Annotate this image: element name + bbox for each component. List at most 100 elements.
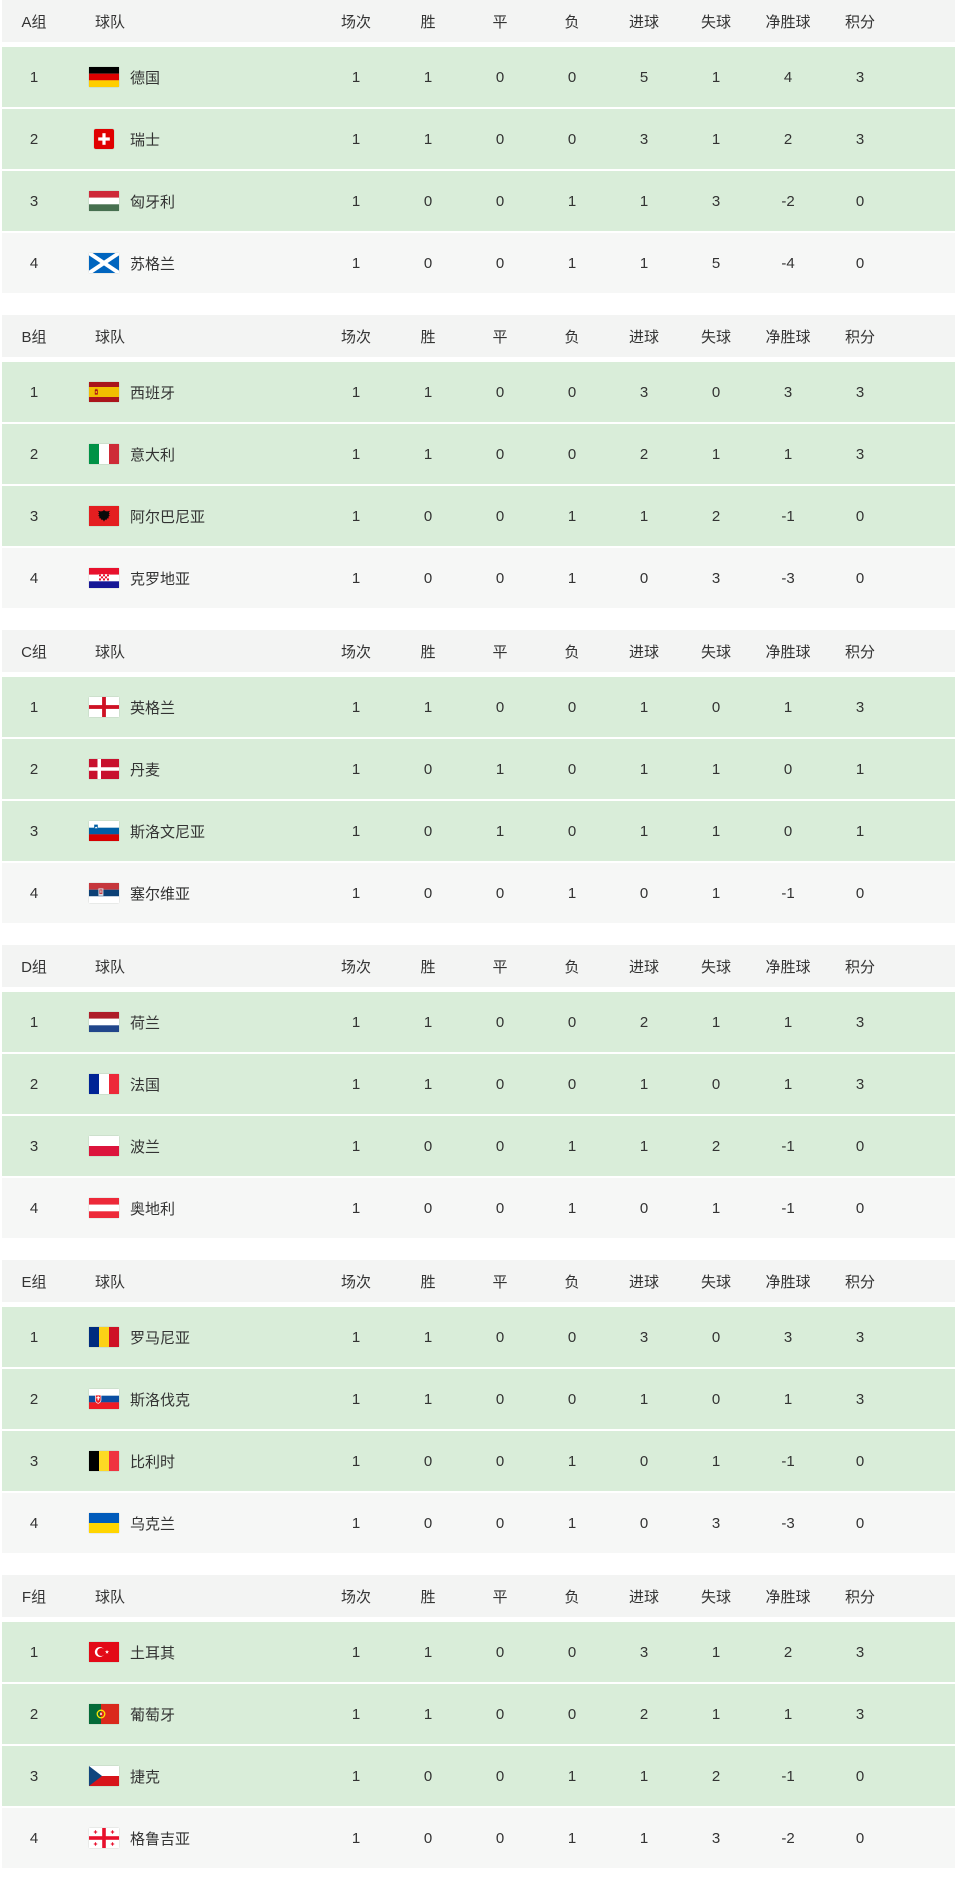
stat-value: 1	[567, 1199, 577, 1217]
stat-value: 0	[567, 1705, 577, 1723]
stat-value: -3	[781, 1514, 795, 1532]
team-row: 2 葡萄牙 1 1 0 0 2 1 1 3	[2, 1684, 955, 1744]
stat-value: 3	[711, 1829, 721, 1847]
stat-value: 1	[351, 1013, 361, 1031]
team-name: 葡萄牙	[130, 1706, 176, 1724]
stat-column-header: 负	[564, 328, 580, 346]
team-rank: 1	[29, 1328, 39, 1346]
group-header-row: C组 球队 场次 胜 平 负 进球 失球 净胜球 积分	[2, 630, 955, 672]
team-column-header: 球队	[95, 958, 126, 976]
stat-value: 0	[495, 569, 505, 587]
stat-column-header: 平	[492, 1273, 508, 1291]
stat-value: 0	[567, 760, 577, 778]
flag-ukraine-icon	[89, 1513, 119, 1533]
stat-value: 1	[495, 760, 505, 778]
stat-value: 0	[855, 254, 865, 272]
stat-value: 0	[423, 1829, 433, 1847]
team-row: 4 苏格兰 1 0 0 1 1 5 -4 0	[2, 233, 955, 293]
stat-value: 1	[423, 1013, 433, 1031]
group-rows: 1 罗马尼亚 1 1 0 0 3 0 3 3 2 斯洛伐克 1 1 0 0 1 0 1 3 3 比利时 1 0…	[2, 1307, 955, 1553]
team-name: 奥地利	[130, 1200, 176, 1218]
stat-column-header: 积分	[844, 13, 875, 31]
stat-value: 1	[351, 1514, 361, 1532]
stat-column-header: 进球	[628, 1588, 659, 1606]
stat-value: 3	[855, 1390, 865, 1408]
flag-portugal-icon	[89, 1704, 119, 1724]
team-rank: 2	[29, 1705, 39, 1723]
team-rank: 2	[29, 1075, 39, 1093]
flag-slot	[89, 1074, 119, 1094]
team-cell: 荷兰	[66, 1012, 320, 1033]
flag-georgia-icon	[89, 1828, 119, 1848]
flag-poland-icon	[89, 1136, 119, 1156]
stat-value: 0	[855, 1452, 865, 1470]
stat-value: 3	[639, 1643, 649, 1661]
group-rows: 1 荷兰 1 1 0 0 2 1 1 3 2 法国 1 1 0 0 1 0 1 3 3 波兰 1 0 0 1 1 2 -…	[2, 992, 955, 1238]
stat-value: 0	[567, 1075, 577, 1093]
team-name: 斯洛伐克	[130, 1391, 191, 1409]
stat-value: 1	[783, 1390, 793, 1408]
stat-value: 1	[567, 1829, 577, 1847]
team-rank: 2	[29, 445, 39, 463]
stat-value: 1	[423, 698, 433, 716]
stat-value: 1	[423, 1328, 433, 1346]
stat-column-header: 负	[564, 958, 580, 976]
stat-value: 1	[639, 1390, 649, 1408]
stat-value: 0	[423, 1452, 433, 1470]
stat-value: 0	[423, 884, 433, 902]
stat-value: 1	[783, 1075, 793, 1093]
flag-denmark-icon	[89, 759, 119, 779]
stat-value: 1	[711, 1452, 721, 1470]
team-rank: 4	[29, 1199, 39, 1217]
flag-slot	[89, 1136, 119, 1156]
stat-value: 0	[855, 1137, 865, 1155]
stat-value: 0	[423, 1137, 433, 1155]
flag-france-icon	[89, 1074, 119, 1094]
stat-value: 3	[855, 698, 865, 716]
stat-value: 0	[423, 760, 433, 778]
team-name: 比利时	[130, 1453, 176, 1471]
team-row: 1 英格兰 1 1 0 0 1 0 1 3	[2, 677, 955, 737]
flag-slot	[89, 129, 119, 149]
stat-value: 2	[639, 445, 649, 463]
flag-serbia-icon	[89, 883, 119, 903]
group-section: C组 球队 场次 胜 平 负 进球 失球 净胜球 积分 1 英格兰 1 1 0 0 1 0 1 3 2 丹麦…	[2, 630, 955, 923]
stat-value: 1	[711, 760, 721, 778]
stat-value: 0	[495, 698, 505, 716]
team-name: 意大利	[130, 446, 176, 464]
stat-column-header: 失球	[700, 328, 731, 346]
stat-value: -1	[781, 1137, 795, 1155]
stat-value: 3	[855, 1328, 865, 1346]
stat-value: 5	[711, 254, 721, 272]
stat-value: 0	[855, 884, 865, 902]
team-cell: 瑞士	[66, 129, 320, 150]
team-row: 1 西班牙 1 1 0 0 3 0 3 3	[2, 362, 955, 422]
team-rank: 1	[29, 383, 39, 401]
stat-column-header: 积分	[844, 1273, 875, 1291]
stat-value: 3	[639, 1328, 649, 1346]
stat-column-header: 场次	[340, 1273, 371, 1291]
stat-value: 0	[495, 1829, 505, 1847]
stat-value: 1	[711, 822, 721, 840]
flag-slot	[89, 1828, 119, 1848]
flag-slot	[89, 883, 119, 903]
group-label: B组	[21, 328, 47, 346]
stat-value: 1	[351, 698, 361, 716]
team-name: 罗马尼亚	[130, 1329, 191, 1347]
stat-value: 3	[855, 1013, 865, 1031]
team-rank: 2	[29, 760, 39, 778]
team-name: 德国	[130, 69, 161, 87]
stat-value: 1	[567, 884, 577, 902]
stat-column-header: 负	[564, 1273, 580, 1291]
group-header-row: E组 球队 场次 胜 平 负 进球 失球 净胜球 积分	[2, 1260, 955, 1302]
flag-slot	[89, 697, 119, 717]
stat-column-header: 胜	[420, 328, 436, 346]
stat-value: -1	[781, 1199, 795, 1217]
group-header-row: D组 球队 场次 胜 平 负 进球 失球 净胜球 积分	[2, 945, 955, 987]
stat-value: -1	[781, 1452, 795, 1470]
stat-column-header: 失球	[700, 1588, 731, 1606]
stat-column-header: 负	[564, 13, 580, 31]
team-cell: 罗马尼亚	[66, 1327, 320, 1348]
team-name: 克罗地亚	[130, 570, 191, 588]
